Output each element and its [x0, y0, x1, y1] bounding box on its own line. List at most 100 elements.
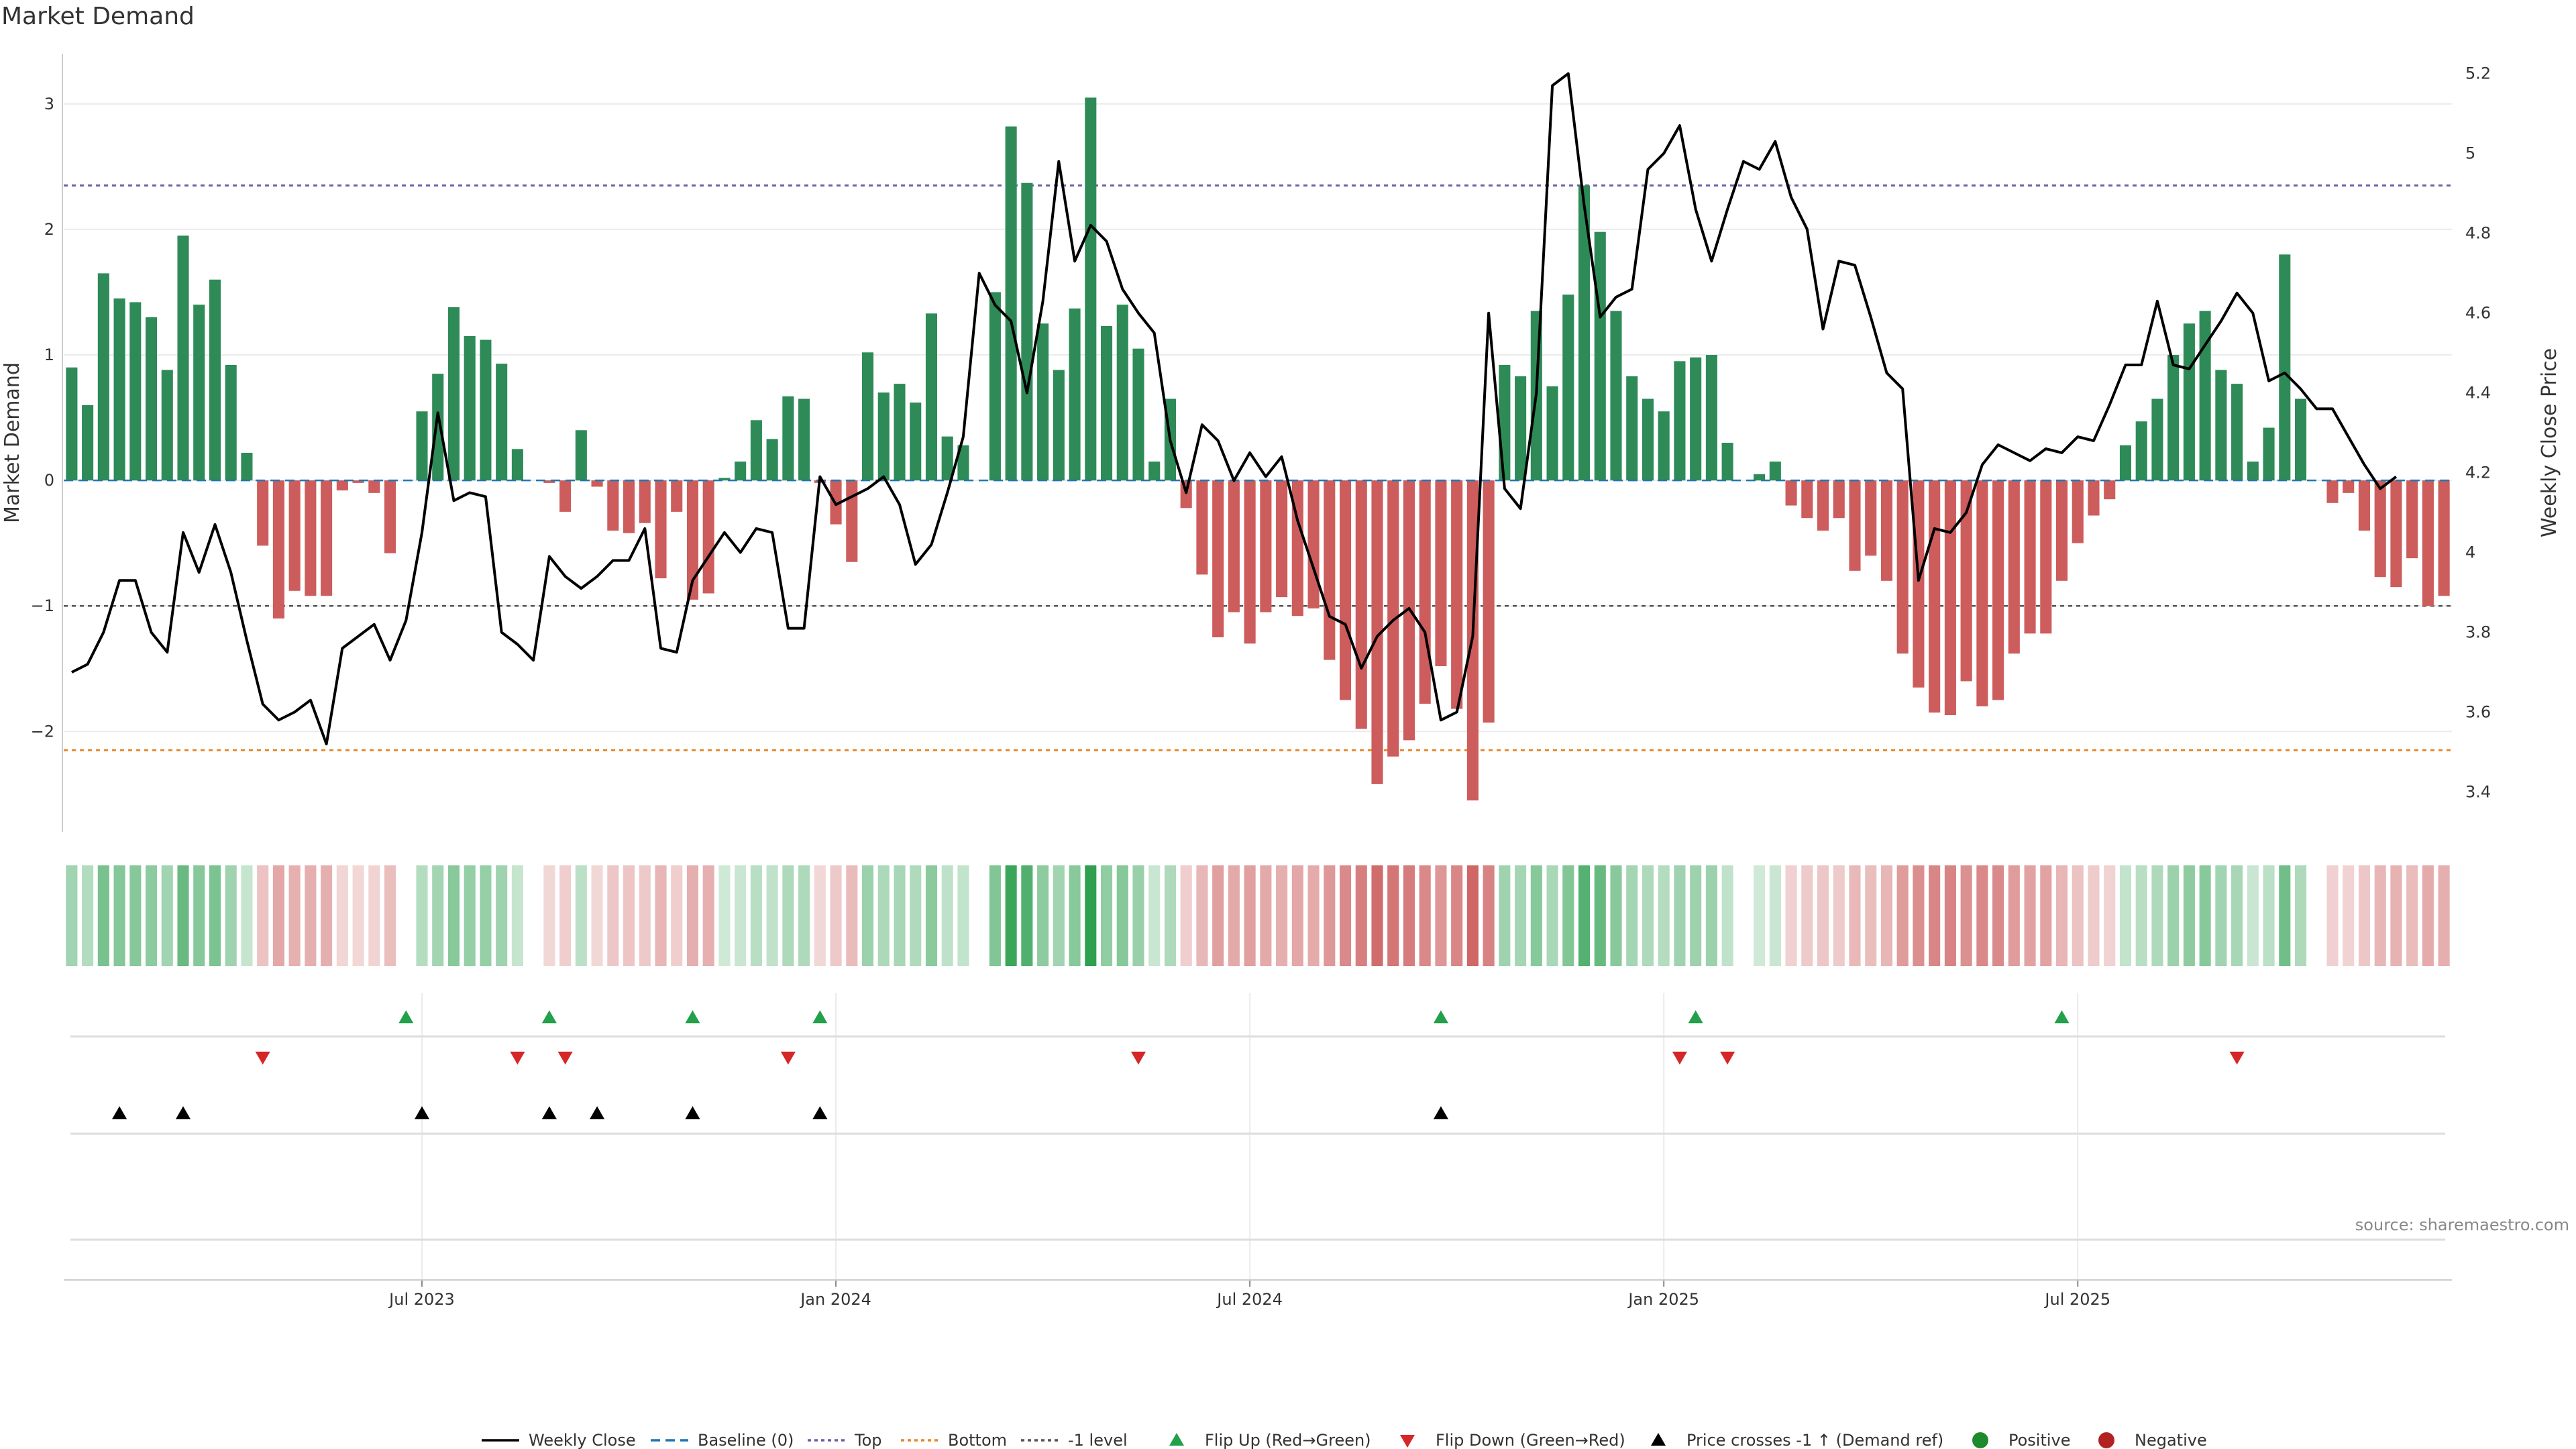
- demand-bar: [82, 405, 94, 481]
- heat-cell: [416, 865, 428, 966]
- legend-item: -1 level: [1021, 1431, 1128, 1449]
- demand-bar: [2151, 398, 2163, 481]
- demand-bar: [352, 480, 364, 483]
- heat-cell: [66, 865, 78, 966]
- heat-cell: [1626, 865, 1638, 966]
- heat-cell: [447, 865, 460, 966]
- demand-bar: [1387, 480, 1399, 757]
- demand-bar: [2072, 480, 2084, 543]
- y2-tick-label: 4.2: [2465, 464, 2491, 482]
- x-tick-label: Jan 2025: [1627, 1290, 1699, 1309]
- flip-down-marker: [2229, 1051, 2245, 1065]
- x-tick-label: Jul 2024: [1216, 1290, 1283, 1309]
- demand-bar: [1658, 411, 1670, 481]
- heat-cell: [1546, 865, 1558, 966]
- demand-bar: [2358, 480, 2371, 531]
- legend-label: Weekly Close: [529, 1431, 636, 1449]
- y2-tick-label: 4.4: [2465, 384, 2491, 402]
- heat-cell: [432, 865, 444, 966]
- heat-cell: [336, 865, 348, 966]
- demand-bar: [1754, 474, 1766, 481]
- demand-bar: [447, 307, 460, 481]
- heat-cell: [718, 865, 731, 966]
- demand-bar: [1132, 348, 1144, 481]
- heat-cell: [1324, 865, 1336, 966]
- weekly-close-line: [71, 72, 2398, 746]
- demand-bar: [702, 480, 714, 594]
- flip-up-marker: [2054, 1010, 2070, 1024]
- heat-cell: [1403, 865, 1415, 966]
- demand-bar: [2390, 480, 2402, 588]
- heat-cell: [973, 865, 985, 966]
- heat-cell: [1387, 865, 1399, 966]
- price-cross-marker: [1433, 1106, 1448, 1120]
- heat-cell: [1515, 865, 1527, 966]
- heat-cell: [1276, 865, 1288, 966]
- heat-cell: [2167, 865, 2180, 966]
- legend-item: Flip Down (Green→Red): [1400, 1431, 1625, 1449]
- heat-cell: [2040, 865, 2052, 966]
- price-cross-marker: [812, 1106, 828, 1120]
- demand-bar: [432, 374, 444, 481]
- price-cross-marker: [176, 1106, 191, 1120]
- flip-down-marker: [780, 1051, 796, 1065]
- heat-cell: [1754, 865, 1766, 966]
- demand-bar: [1451, 480, 1463, 709]
- demand-bar: [177, 235, 189, 481]
- legend-label: Bottom: [948, 1431, 1007, 1449]
- heat-cell: [1833, 865, 1845, 966]
- legend-swatch: [1972, 1432, 1988, 1448]
- heat-cell: [1737, 865, 1749, 966]
- flip-up-marker: [541, 1010, 557, 1024]
- demand-bar: [1021, 182, 1033, 481]
- y-tick-label: 2: [44, 220, 54, 239]
- heat-cell: [2215, 865, 2227, 966]
- heat-cell: [1817, 865, 1829, 966]
- demand-bar: [384, 480, 396, 553]
- x-tick-label: Jul 2025: [2043, 1290, 2110, 1309]
- demand-bar: [671, 480, 683, 512]
- heat-cell: [528, 865, 539, 966]
- x-tick-label: Jul 2023: [388, 1290, 455, 1309]
- heat-cell: [1196, 865, 1208, 966]
- flip-up-marker: [1688, 1010, 1703, 1024]
- heat-cell: [2358, 865, 2371, 966]
- demand-bar: [2055, 480, 2068, 581]
- price-cross-marker: [415, 1106, 429, 1120]
- flip-up-marker: [398, 1010, 414, 1024]
- demand-bar: [782, 396, 794, 481]
- demand-bar: [925, 313, 938, 481]
- heat-cell: [702, 865, 714, 966]
- weekly-close-line-layer: [71, 72, 2398, 746]
- y2-tick-label: 3.6: [2465, 703, 2491, 722]
- y-axis-title: Market Demand: [1, 362, 24, 523]
- demand-bar: [2374, 480, 2386, 578]
- demand-bar: [1435, 480, 1447, 667]
- heat-cell: [1021, 865, 1033, 966]
- heat-cell: [1451, 865, 1463, 966]
- heat-cell: [1992, 865, 2004, 966]
- heat-cell: [1562, 865, 1574, 966]
- heat-cell: [1769, 865, 1781, 966]
- y-tick-label: −1: [31, 596, 54, 615]
- demand-bar: [336, 480, 348, 491]
- demand-bar: [225, 365, 237, 481]
- legend-item: Positive: [1972, 1431, 2071, 1449]
- flip-down-marker: [1131, 1051, 1146, 1065]
- y2-tick-label: 5: [2465, 144, 2475, 163]
- heat-cell: [321, 865, 333, 966]
- demand-bar: [496, 364, 508, 481]
- legend-item: Negative: [2098, 1431, 2207, 1449]
- demand-bar: [655, 480, 667, 579]
- source-note: source: sharemaestro.com: [2355, 1216, 2569, 1234]
- flip-up-marker: [685, 1010, 700, 1024]
- demand-bar: [1865, 480, 1877, 556]
- heat-cell: [1132, 865, 1144, 966]
- demand-bar: [1690, 357, 1702, 481]
- heat-cell: [82, 865, 94, 966]
- reference-lines: [64, 184, 2452, 751]
- demand-bars: [64, 97, 2452, 801]
- demand-bar: [2343, 480, 2355, 493]
- demand-bar: [686, 480, 699, 600]
